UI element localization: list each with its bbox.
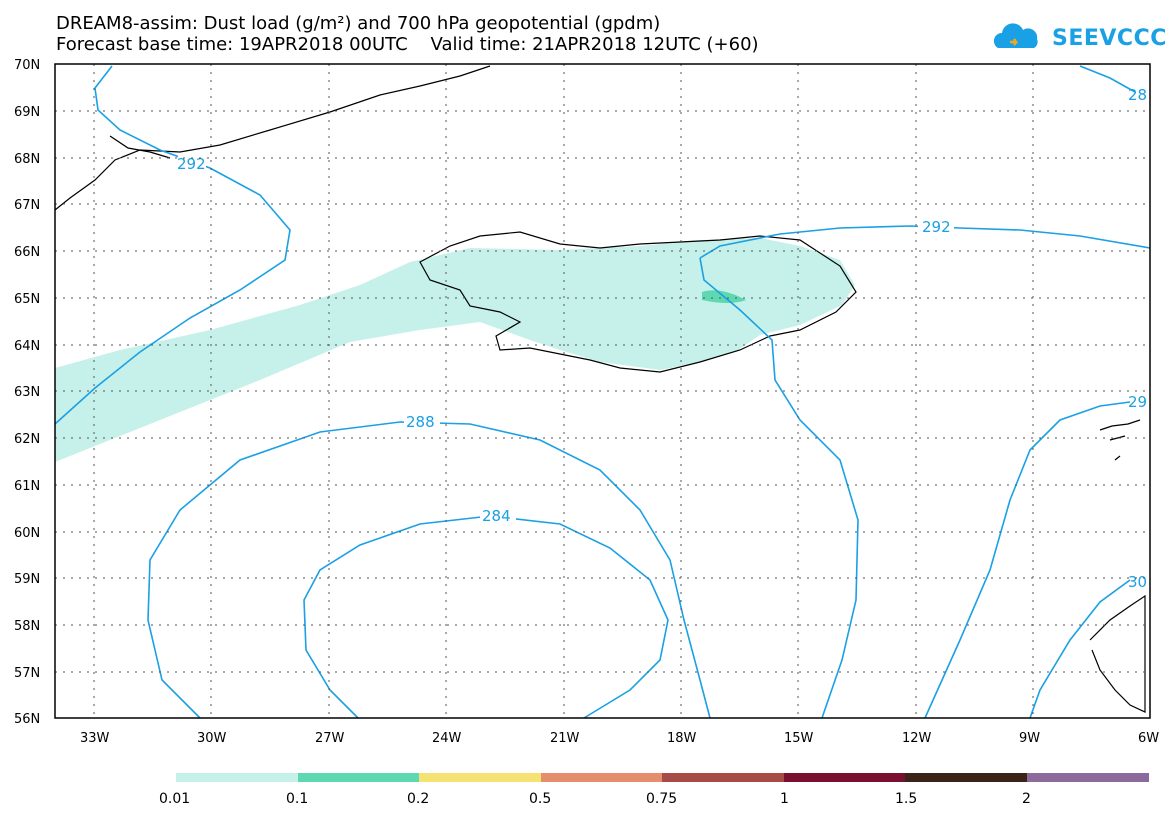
- lat-label: 62N: [14, 432, 40, 447]
- lat-label: 70N: [14, 58, 40, 73]
- lat-label: 64N: [14, 339, 40, 354]
- legend-label: 0.1: [286, 791, 308, 807]
- contour-label-292-east: 292: [922, 218, 951, 236]
- graticule: [55, 64, 1150, 718]
- legend-swatch: [298, 773, 419, 782]
- lon-label: 18W: [667, 731, 697, 746]
- legend-swatch: [905, 773, 1027, 782]
- lat-label: 56N: [14, 712, 40, 727]
- logo-text: SEEVCCC: [1052, 26, 1167, 51]
- legend-swatch: [784, 773, 905, 782]
- chart-title-line2: Forecast base time: 19APR2018 00UTC Vali…: [56, 34, 759, 55]
- chart-title-line1: DREAM8-assim: Dust load (g/m²) and 700 h…: [56, 13, 661, 34]
- lon-label: 27W: [315, 731, 345, 746]
- lat-label: 60N: [14, 526, 40, 541]
- cloud-icon: [993, 23, 1038, 48]
- contour-label-30-edge: 30: [1128, 573, 1147, 591]
- contour-label-292-west: 292: [177, 155, 206, 173]
- lon-label: 24W: [432, 731, 462, 746]
- geopotential-contours: [54, 65, 1151, 719]
- lon-labels: 33W 30W 27W 24W 21W 18W 15W 12W 9W 6W: [80, 731, 1159, 746]
- lat-label: 58N: [14, 619, 40, 634]
- lon-label: 15W: [784, 731, 814, 746]
- lon-label: 12W: [902, 731, 932, 746]
- color-legend: 0.01 0.1 0.2 0.5 0.75 1 1.5 2: [159, 773, 1149, 807]
- lat-label: 61N: [14, 479, 40, 494]
- lat-label: 59N: [14, 572, 40, 587]
- contour-label-284: 284: [482, 507, 511, 525]
- contour-label-288: 288: [406, 413, 435, 431]
- legend-label: 1: [780, 791, 789, 807]
- dust-plume: [55, 238, 855, 462]
- lat-label: 63N: [14, 385, 40, 400]
- legend-swatch: [176, 773, 298, 782]
- legend-label: 2: [1022, 791, 1031, 807]
- contour-label-29-edge: 29: [1128, 393, 1147, 411]
- legend-swatch: [1027, 773, 1149, 782]
- lat-label: 69N: [14, 105, 40, 120]
- lon-label: 30W: [197, 731, 227, 746]
- coastlines: [54, 65, 1146, 713]
- lat-labels: 70N 69N 68N 67N 66N 65N 64N 63N 62N 61N …: [14, 58, 40, 727]
- legend-label: 0.2: [407, 791, 429, 807]
- legend-swatch: [541, 773, 662, 782]
- lat-label: 57N: [14, 666, 40, 681]
- lon-label: 21W: [550, 731, 580, 746]
- lat-label: 68N: [14, 152, 40, 167]
- lon-label: 33W: [80, 731, 110, 746]
- lon-label: 6W: [1138, 731, 1159, 746]
- lat-label: 66N: [14, 245, 40, 260]
- legend-label: 0.75: [646, 791, 677, 807]
- map-frame: [54, 63, 1151, 719]
- legend-swatch: [419, 773, 541, 782]
- lon-label: 9W: [1019, 731, 1040, 746]
- legend-label: 0.01: [159, 791, 190, 807]
- lat-label: 67N: [14, 198, 40, 213]
- legend-label: 0.5: [529, 791, 551, 807]
- contour-label-28-edge: 28: [1128, 86, 1147, 104]
- lat-label: 65N: [14, 292, 40, 307]
- legend-label: 1.5: [895, 791, 917, 807]
- legend-swatch: [662, 773, 784, 782]
